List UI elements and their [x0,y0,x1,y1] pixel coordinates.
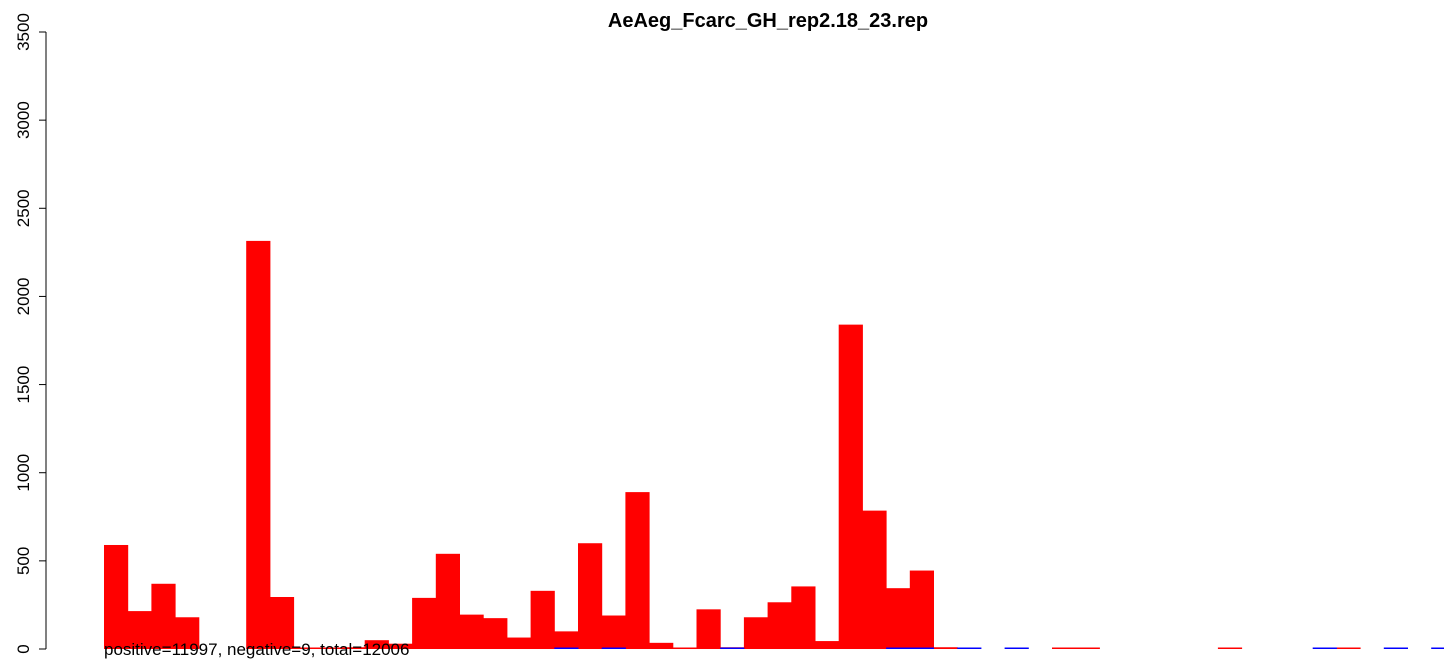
bar-positive [791,586,816,649]
bar-positive [293,647,318,649]
y-tick-label: 500 [14,547,33,575]
y-axis: 0 500 1000 1500 2000 2500 3000 3500 [14,13,47,654]
bar-positive [246,240,271,649]
bar-positive [412,597,437,649]
y-tick-label: 2500 [14,189,33,227]
bar-positive [1336,647,1361,649]
bar-positive [578,543,603,649]
bar-positive [696,609,721,649]
bar-negative [1312,647,1337,649]
y-tick-label: 0 [14,644,33,653]
bar-positive [151,583,176,649]
bar-positive [364,640,389,649]
bar-positive [388,643,413,649]
bar-positive [104,544,129,649]
bars [104,240,1444,649]
bar-positive [886,588,911,649]
bar-positive [1217,647,1243,649]
bar-positive [649,642,674,649]
bar-positive [767,602,792,649]
bar-negative [1431,647,1444,649]
bar-negative [554,647,579,649]
bar-positive [909,570,934,649]
bar-negative [886,647,911,649]
count-summary-annotation: positive=11997, negative=9, total=12006 [104,640,409,659]
y-tick-label: 1500 [14,366,33,404]
bar-positive [933,647,958,649]
bar-positive [435,553,460,649]
chart-title: AeAeg_Fcarc_GH_rep2.18_23.rep [608,10,928,32]
bar-positive [341,647,366,649]
bar-positive [672,647,697,649]
bar-positive [269,597,295,649]
y-tick-label: 3500 [14,13,33,51]
bar-positive [459,614,484,649]
bar-positive [601,615,626,649]
bar-positive [815,641,840,649]
bar-negative [720,647,745,649]
bar-positive [743,617,769,649]
bar-positive [175,617,200,649]
y-tick-label: 3000 [14,101,33,139]
bar-positive [1075,647,1100,649]
bar-positive [317,647,342,649]
bar-positive [530,590,555,649]
bar-negative [957,647,982,649]
bar-positive [838,324,863,649]
bar-negative [1383,647,1408,649]
bar-positive [127,611,152,649]
y-tick-label: 1000 [14,454,33,492]
bar-negative [909,647,934,649]
bar-positive [554,631,579,649]
bar-positive [483,618,508,649]
bar-negative [601,647,626,649]
bar-negative [1004,647,1029,649]
bar-positive [506,637,532,649]
bar-positive [625,492,650,649]
bar-positive [1052,647,1077,649]
y-tick-label: 2000 [14,278,33,316]
bar-positive [862,510,887,649]
